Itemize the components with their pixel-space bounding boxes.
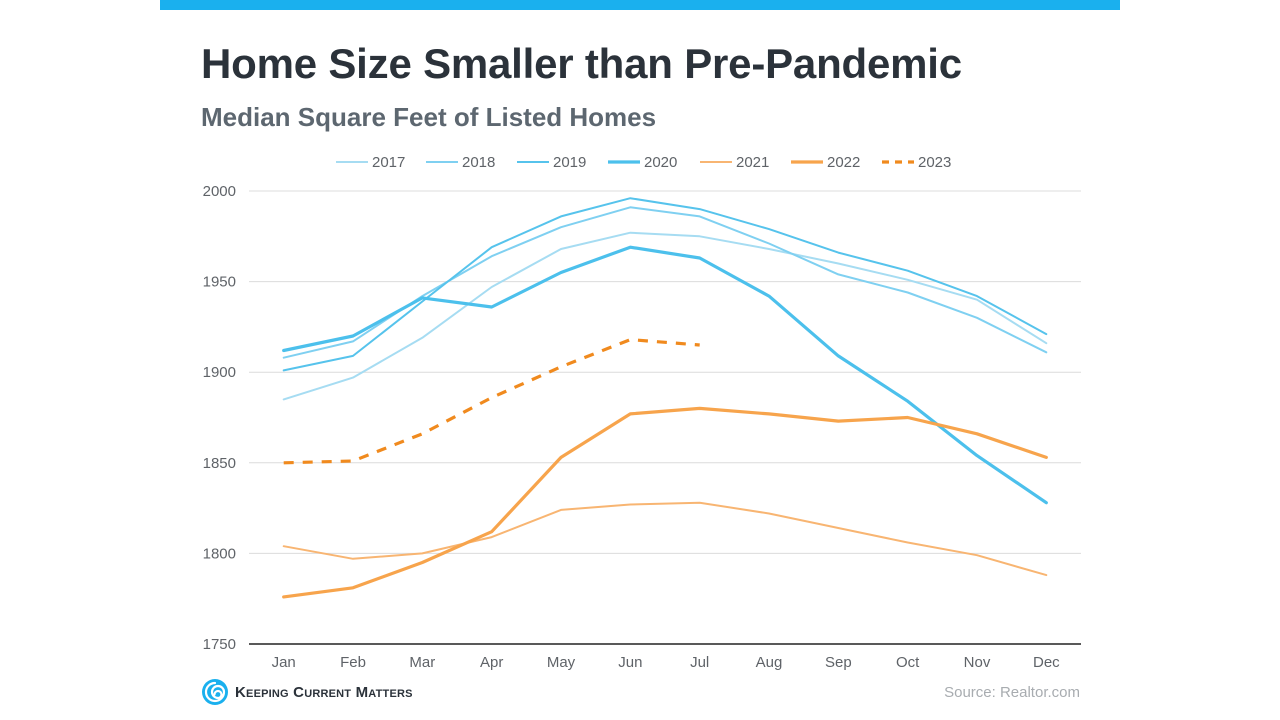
x-tick-label-sep: Sep	[825, 654, 852, 671]
y-tick-label-1750: 1750	[203, 636, 236, 653]
x-tick-label-aug: Aug	[756, 654, 783, 671]
legend-label-2022: 2022	[827, 154, 860, 171]
legend-label-2020: 2020	[644, 154, 677, 171]
series-line-2018	[282, 206, 1048, 359]
x-tick-label-feb: Feb	[340, 654, 366, 671]
x-axis-tick-labels: Jan Feb Mar Apr May Jun Jul Aug Sep Oct Nov Dec	[272, 654, 1061, 671]
x-tick-label-mar: Mar	[409, 654, 435, 671]
y-tick-label-1800: 1800	[203, 545, 236, 562]
series-line-2017	[282, 231, 1048, 401]
x-tick-label-may: May	[547, 654, 576, 671]
chart-title: Home Size Smaller than Pre-Pandemic	[201, 40, 962, 87]
series-line-2022	[282, 406, 1048, 599]
grid-lines	[249, 190, 1081, 645]
source-note: Source: Realtor.com	[944, 684, 1080, 701]
x-tick-label-nov: Nov	[964, 654, 991, 671]
x-tick-label-jul: Jul	[690, 654, 709, 671]
series-line-2020	[282, 245, 1048, 505]
x-tick-label-apr: Apr	[480, 654, 503, 671]
top-accent-bar	[160, 0, 1120, 10]
series-lines	[282, 197, 1048, 599]
y-tick-label-1900: 1900	[203, 364, 236, 381]
legend-label-2021: 2021	[736, 154, 769, 171]
legend-label-2023: 2023	[918, 154, 951, 171]
y-tick-label-1850: 1850	[203, 455, 236, 472]
brand-name: Keeping Current Matters	[235, 683, 413, 701]
x-tick-label-jun: Jun	[618, 654, 642, 671]
legend-label-2019: 2019	[553, 154, 586, 171]
legend-label-2017: 2017	[372, 154, 405, 171]
series-line-2019	[282, 197, 1048, 372]
brand-logo: Keeping Current Matters	[201, 677, 413, 707]
x-tick-label-dec: Dec	[1033, 654, 1060, 671]
y-axis-tick-labels: 1750 1800 1850 1900 1950 2000	[203, 183, 236, 653]
chart-subtitle: Median Square Feet of Listed Homes	[201, 102, 657, 132]
legend-label-2018: 2018	[462, 154, 495, 171]
legend: 2017 2018 2019 2020 2021 2022 2023	[336, 154, 951, 171]
y-tick-label-2000: 2000	[203, 183, 236, 200]
x-tick-label-oct: Oct	[896, 654, 920, 671]
series-line-2021	[282, 501, 1048, 577]
x-tick-label-jan: Jan	[272, 654, 296, 671]
y-tick-label-1950: 1950	[203, 274, 236, 291]
spiral-logo-icon	[202, 679, 228, 705]
